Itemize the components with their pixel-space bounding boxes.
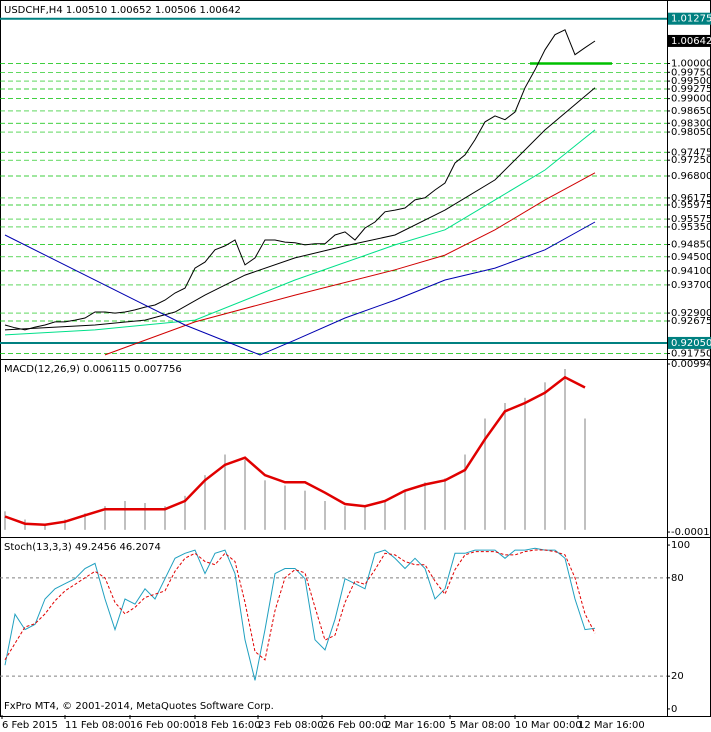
y-tick-label: 0.94850 <box>671 240 711 251</box>
histogram-bar <box>424 482 426 530</box>
y-tick-label: 0.98650 <box>671 106 711 117</box>
histogram-bar <box>104 506 106 530</box>
histogram-bar <box>364 506 366 530</box>
indicator-line <box>104 172 596 356</box>
x-tick-label: 16 Feb 00:00 <box>130 720 196 731</box>
histogram-bar <box>264 480 266 530</box>
y-tick-label: 0.96800 <box>671 171 711 182</box>
histogram-bar <box>444 478 446 530</box>
price-line <box>4 29 596 331</box>
y-tick-label: 0.97250 <box>671 155 711 166</box>
histogram-bar <box>224 454 226 530</box>
y-tick-label: 80 <box>671 573 684 584</box>
histogram-bar <box>524 397 526 530</box>
y-tick-label: 0.97475 <box>671 147 711 158</box>
y-tick-label: 0.009949 <box>671 359 711 370</box>
x-tick-label: 6 Feb 2015 <box>2 720 58 731</box>
y-tick-label: 0.92900 <box>671 308 711 319</box>
x-tick-label: 12 Mar 16:00 <box>578 720 645 731</box>
histogram-bar <box>164 506 166 530</box>
y-tick-label: 0.98050 <box>671 127 711 138</box>
x-tick-label: 23 Feb 08:00 <box>258 720 324 731</box>
y-tick-label: 0.92675 <box>671 316 711 327</box>
x-tick-label: 10 Mar 00:00 <box>515 720 582 731</box>
y-tick-label: 1.00000 <box>671 59 711 70</box>
histogram-bar <box>484 418 486 530</box>
histogram-bar <box>124 501 126 530</box>
y-tick-label: 0.93700 <box>671 280 711 291</box>
histogram-bar <box>304 490 306 530</box>
y-tick-label: 20 <box>671 671 684 682</box>
histogram-bar <box>64 519 66 530</box>
histogram-bar <box>344 506 346 530</box>
x-tick-label: 18 Feb 16:00 <box>195 720 261 731</box>
y-tick-label: 0.94500 <box>671 252 711 263</box>
y-tick-label: 0.99275 <box>671 84 711 95</box>
y-tick-label: 0.94100 <box>671 266 711 277</box>
indicator-line <box>4 375 586 526</box>
y-tick-label: 100 <box>671 540 690 551</box>
level-label-bg <box>668 336 711 349</box>
y-tick-label: 0.95350 <box>671 222 711 233</box>
y-tick-label: -0.000133 <box>671 527 711 538</box>
histogram-bar <box>544 382 546 530</box>
indicator-line <box>4 129 596 336</box>
y-tick-label: 0 <box>671 704 677 715</box>
copyright: FxPro MT4, © 2001-2014, MetaQuotes Softw… <box>4 701 274 712</box>
histogram-bar <box>404 490 406 530</box>
x-tick-label: 5 Mar 08:00 <box>450 720 510 731</box>
histogram-bar <box>464 454 466 530</box>
histogram-bar <box>324 501 326 530</box>
pane-title: USDCHF,H4 1.00510 1.00652 1.00506 1.0064… <box>4 5 241 16</box>
x-tick-label: 11 Feb 08:00 <box>65 720 131 731</box>
level-label: 0.92050 <box>671 338 711 349</box>
frame <box>0 0 711 717</box>
histogram-bar <box>44 523 46 530</box>
last-price-bg <box>668 34 711 47</box>
histogram-bar <box>564 369 566 530</box>
y-tick-label: 0.98300 <box>671 118 711 129</box>
indicator-line <box>4 547 596 681</box>
pane-title: MACD(12,26,9) 0.006115 0.007756 <box>4 364 182 375</box>
level-label: 1.01275 <box>671 14 711 25</box>
pane-title: Stoch(13,3,3) 49.2456 46.2074 <box>4 542 161 553</box>
histogram-bar <box>184 495 186 530</box>
y-tick-label: 0.96175 <box>671 193 711 204</box>
histogram-bar <box>204 475 206 530</box>
histogram-bar <box>584 418 586 530</box>
histogram-bar <box>504 403 506 530</box>
y-tick-label: 0.99750 <box>671 67 711 78</box>
y-tick-label: 0.95575 <box>671 214 711 225</box>
histogram-bar <box>4 511 6 530</box>
y-tick-label: 0.95975 <box>671 200 711 211</box>
indicator-line <box>4 87 596 331</box>
y-tick-label: 0.99500 <box>671 76 711 87</box>
indicator-line <box>4 549 596 661</box>
level-label-bg <box>668 12 711 25</box>
histogram-bar <box>144 503 146 530</box>
y-tick-label: 0.91750 <box>671 348 711 359</box>
indicator-line <box>4 221 596 356</box>
histogram-bar <box>84 513 86 530</box>
y-tick-label: 0.99000 <box>671 94 711 105</box>
histogram-bar <box>244 459 246 530</box>
histogram-bar <box>384 501 386 530</box>
x-tick-label: 2 Mar 16:00 <box>385 720 445 731</box>
x-tick-label: 26 Feb 00:00 <box>322 720 388 731</box>
last-price-label: 1.00642 <box>671 36 711 47</box>
histogram-bar <box>284 485 286 530</box>
